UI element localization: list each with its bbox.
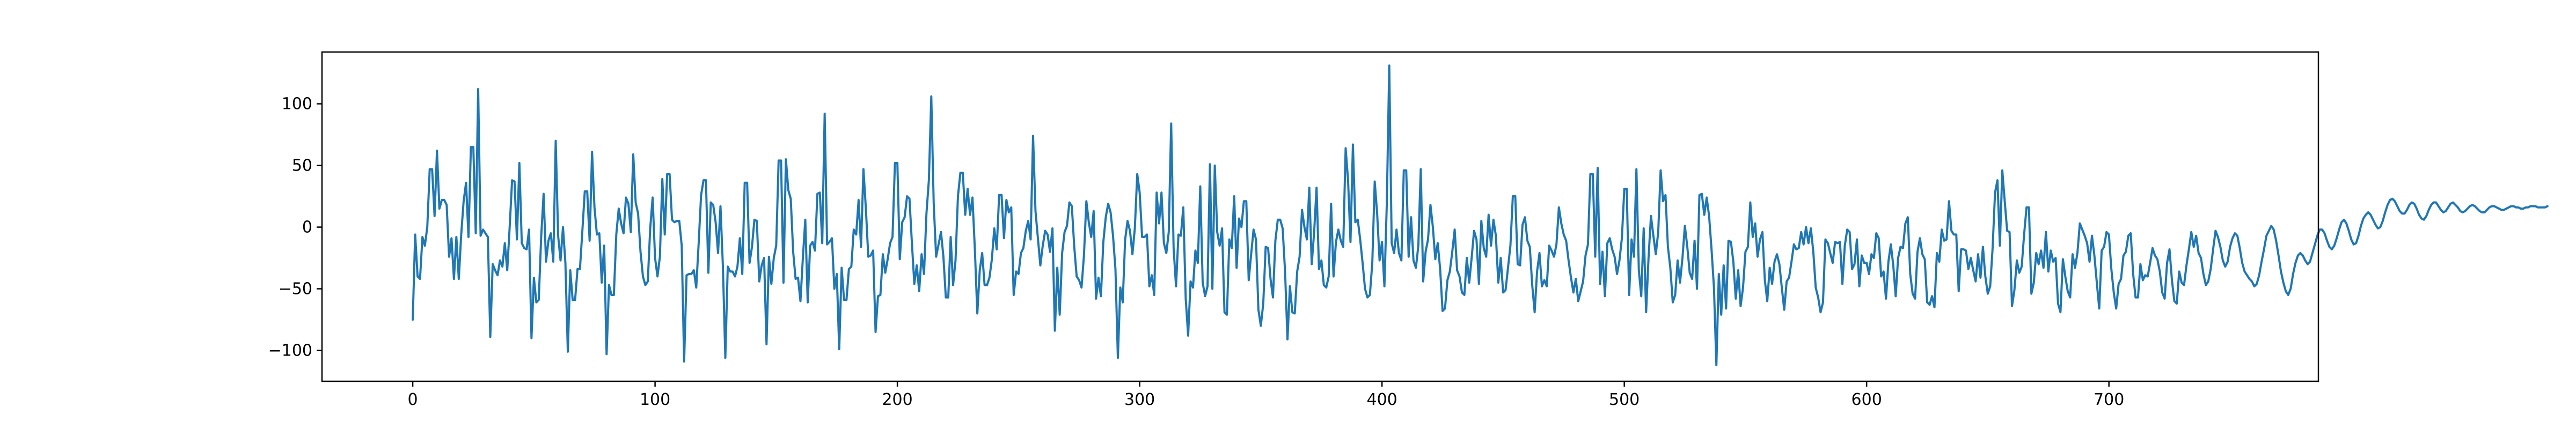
y-tick-label: −100 xyxy=(268,342,312,360)
plot-area xyxy=(412,64,2549,367)
x-tick-label: 100 xyxy=(640,390,670,409)
y-tick-label: −50 xyxy=(279,280,312,299)
x-tick-label: 400 xyxy=(1367,390,1397,409)
x-tick-label: 300 xyxy=(1124,390,1155,409)
x-tick-label: 500 xyxy=(1609,390,1640,409)
x-tick-label: 200 xyxy=(882,390,912,409)
y-tick-label: 0 xyxy=(302,218,312,237)
x-tick-label: 0 xyxy=(408,390,418,409)
y-axis-ticks: −100 −50 0 50 100 xyxy=(268,95,322,360)
x-axis-ticks: 0 100 200 300 400 500 600 700 xyxy=(408,381,2124,409)
axes-frame xyxy=(321,51,2319,382)
series-line xyxy=(412,64,2549,367)
y-tick-label: 50 xyxy=(292,157,312,175)
x-tick-label: 700 xyxy=(2094,390,2124,409)
x-tick-label: 600 xyxy=(1851,390,1882,409)
y-tick-label: 100 xyxy=(282,95,312,114)
